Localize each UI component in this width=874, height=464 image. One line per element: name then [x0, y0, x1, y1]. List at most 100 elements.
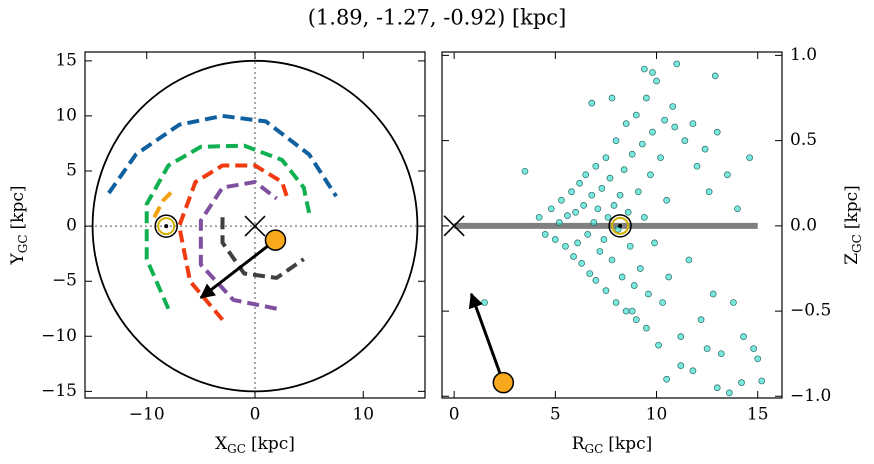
star-point	[663, 375, 670, 383]
star-point	[602, 287, 610, 294]
star-point	[641, 213, 648, 221]
figure-title: (1.89, -1.27, -0.92) [kpc]	[308, 6, 567, 30]
plot-area	[85, 52, 425, 398]
y-axis-label-main: Y	[8, 253, 28, 266]
spiral-arm	[152, 188, 176, 219]
sun-ring-inner	[157, 217, 176, 236]
x-tick-label: 15	[747, 405, 769, 425]
star-point	[693, 162, 701, 170]
object-marker	[264, 229, 287, 251]
y-axis-label: YGC [kpc]	[8, 186, 30, 266]
star-point	[697, 316, 705, 323]
star-point	[551, 236, 559, 243]
x-tick-label: −10	[129, 405, 165, 425]
star-point	[713, 128, 721, 136]
y-tick-label: 0.0	[790, 215, 817, 235]
spiral-arm	[177, 163, 290, 322]
velocity-arrow	[468, 292, 505, 384]
y-axis-label-sub: GC	[850, 234, 864, 253]
star-point	[713, 384, 721, 392]
star-point	[586, 270, 594, 277]
star-point	[758, 377, 766, 385]
plot-area	[443, 60, 766, 397]
y-axis-label-unit: [kpc]	[842, 185, 862, 229]
y-tick-label: −1.0	[790, 386, 831, 406]
x-axis-label-sub: GC	[585, 442, 604, 456]
y-tick-label: −0.5	[790, 301, 831, 321]
y-tick-label: −5	[52, 271, 77, 291]
star-point	[535, 213, 543, 221]
star-point	[636, 265, 644, 272]
star-point	[570, 253, 577, 260]
star-point	[643, 94, 650, 102]
sun-ring	[608, 214, 632, 238]
axes-frame	[441, 51, 783, 399]
star-point	[643, 324, 650, 332]
star-point	[588, 99, 596, 107]
star-point	[649, 69, 656, 76]
star-point	[612, 299, 620, 306]
star-point	[588, 191, 596, 199]
star-point	[685, 256, 693, 264]
x-axis-label-main: R	[572, 434, 586, 454]
x-tick-label: 0	[250, 405, 261, 425]
star-point	[634, 188, 642, 196]
y-tick-label: 1.0	[790, 45, 817, 65]
x-axis-label-main: X	[215, 434, 228, 454]
star-point	[703, 345, 711, 352]
star-point	[717, 350, 725, 358]
star-point	[663, 196, 670, 204]
star-point	[681, 137, 689, 144]
star-point	[596, 248, 604, 255]
star-point	[604, 213, 612, 221]
star-point	[645, 290, 652, 298]
star-point	[738, 379, 745, 387]
star-point	[673, 60, 681, 68]
star-point	[602, 154, 610, 162]
x-axis-label-unit: [kpc]	[251, 434, 295, 454]
star-point	[618, 273, 626, 281]
star-point	[709, 290, 717, 298]
star-point	[592, 277, 600, 284]
object-marker	[492, 371, 515, 394]
spiral-arm	[198, 180, 278, 311]
star-point	[572, 208, 579, 216]
star-point	[606, 174, 614, 182]
star-point	[580, 202, 588, 209]
spiral-arm	[220, 217, 305, 280]
star-point	[578, 259, 585, 267]
star-point	[655, 341, 662, 349]
y-tick-label: 5	[66, 161, 77, 181]
sun-dot	[164, 224, 169, 229]
star-point	[701, 145, 709, 153]
star-point	[620, 166, 628, 173]
star-point	[592, 162, 600, 170]
star-point	[651, 239, 658, 247]
star-point	[740, 333, 747, 340]
star-point	[541, 231, 549, 238]
star-point	[632, 111, 640, 119]
star-point	[730, 299, 737, 306]
star-point	[610, 202, 618, 209]
star-point	[556, 219, 563, 226]
y-axis-label-main: Z	[842, 253, 862, 265]
star-point	[665, 273, 673, 281]
star-point	[649, 128, 656, 136]
star-point	[600, 236, 608, 243]
star-point	[547, 205, 555, 213]
star-point	[568, 188, 575, 196]
y-tick-label: −15	[41, 381, 77, 401]
y-tick-label: 0.5	[790, 130, 817, 150]
sun-ring	[154, 214, 178, 238]
star-point	[726, 389, 733, 397]
y-axis-label: ZGC [kpc]	[842, 185, 864, 265]
star-point	[724, 171, 731, 179]
star-point	[576, 179, 583, 187]
star-point	[582, 171, 590, 179]
sun-ring-inner	[611, 216, 630, 235]
star-point	[630, 282, 638, 289]
star-point	[671, 123, 679, 131]
star-point	[705, 188, 713, 196]
star-point	[562, 242, 569, 250]
sun-dot	[618, 223, 623, 228]
